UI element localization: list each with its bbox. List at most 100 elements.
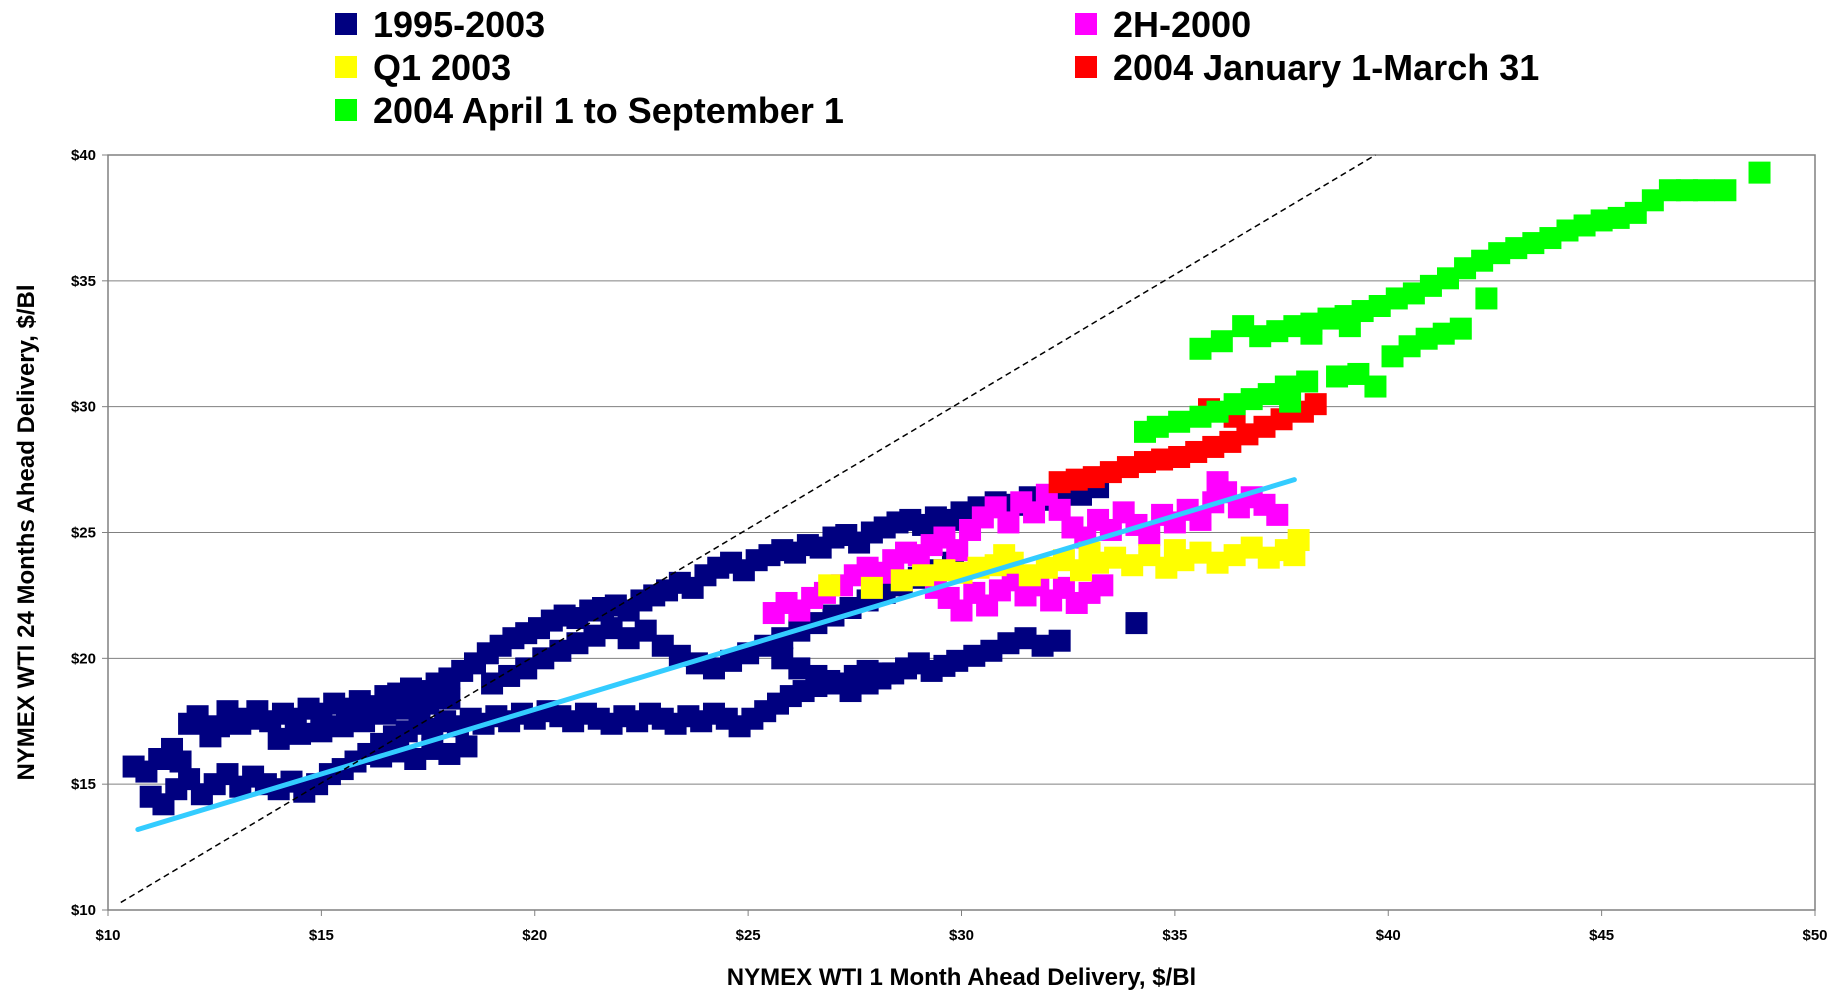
data-point: [395, 697, 418, 720]
data-point: [515, 657, 538, 680]
data-point: [549, 639, 572, 662]
data-point: [788, 657, 811, 680]
data-point: [1121, 554, 1144, 577]
data-point: [331, 715, 354, 738]
data-point: [1338, 315, 1361, 338]
data-point: [1471, 249, 1494, 272]
data-point: [950, 599, 973, 622]
data-point: [1675, 179, 1698, 202]
data-point: [617, 627, 640, 650]
data-point: [1240, 388, 1263, 411]
data-point: [1693, 179, 1716, 202]
data-point: [417, 692, 440, 715]
y-tick-label: $25: [71, 525, 96, 542]
data-point: [1082, 466, 1105, 489]
legend-swatch: [335, 99, 357, 121]
legend-item-2004-april-1-to-september-1: 2004 April 1 to September 1: [335, 90, 844, 131]
data-point: [1475, 287, 1498, 310]
data-point: [980, 639, 1003, 662]
data-point: [946, 539, 969, 562]
data-point: [1104, 546, 1127, 569]
data-point: [1658, 179, 1681, 202]
data-point: [822, 672, 845, 695]
data-point: [498, 664, 521, 687]
data-point: [963, 644, 986, 667]
data-point: [1300, 322, 1323, 345]
legend-label: 2H-2000: [1113, 4, 1251, 45]
data-point: [997, 511, 1020, 534]
data-point: [1296, 370, 1319, 393]
data-point: [933, 559, 956, 582]
data-point: [1116, 456, 1139, 479]
data-point: [374, 702, 397, 725]
x-tick-label: $20: [522, 927, 547, 944]
x-tick-label: $10: [95, 927, 120, 944]
data-point: [1454, 257, 1477, 280]
reference-lines: [120, 154, 1376, 904]
data-point: [1138, 524, 1161, 547]
data-point: [1091, 574, 1114, 597]
data-point: [856, 672, 879, 695]
data-point: [1381, 345, 1404, 368]
data-point: [702, 657, 725, 680]
x-tick-label: $30: [949, 927, 974, 944]
data-point: [873, 662, 896, 685]
data-point: [1257, 546, 1280, 569]
data-point: [267, 727, 290, 750]
data-point: [1266, 320, 1289, 343]
data-point: [353, 710, 376, 733]
data-point: [1266, 503, 1289, 526]
data-point: [1488, 242, 1511, 265]
legend-swatch: [335, 13, 357, 35]
data-point: [1556, 219, 1579, 242]
data-point: [1624, 201, 1647, 224]
legend-label: Q1 2003: [373, 47, 511, 88]
data-point: [1398, 335, 1421, 358]
data-point: [805, 664, 828, 687]
data-point: [1189, 405, 1212, 428]
data-point: [438, 742, 461, 765]
x-axis: $10 $15 $20 $25 $30 $35 $40 $45 $50: [95, 910, 1828, 944]
y-tick-label: $10: [71, 902, 96, 919]
data-point: [169, 750, 192, 773]
data-point: [1125, 612, 1148, 635]
data-point: [1202, 435, 1225, 458]
data-point: [1189, 508, 1212, 531]
data-point: [1206, 471, 1229, 494]
series-q1-2003: [818, 529, 1310, 599]
data-point: [532, 647, 555, 670]
data-point: [1146, 415, 1169, 438]
data-point: [1385, 287, 1408, 310]
legend-label: 1995-2003: [373, 4, 545, 45]
data-point: [583, 624, 606, 647]
data-point: [1607, 206, 1630, 229]
series-2004-january-1-march-31: [1048, 393, 1327, 494]
legend-label: 2004 April 1 to September 1: [373, 90, 844, 131]
data-point: [1714, 179, 1737, 202]
legend-item-2004-january-1-march-31: 2004 January 1-March 31: [1075, 47, 1539, 88]
data-point: [1326, 365, 1349, 388]
data-point: [1048, 498, 1071, 521]
data-point: [1078, 541, 1101, 564]
data-point: [1505, 237, 1528, 260]
data-point: [1023, 501, 1046, 524]
x-axis-title: NYMEX WTI 1 Month Ahead Delivery, $/Bl: [727, 964, 1196, 991]
data-point: [1065, 468, 1088, 491]
data-point: [1573, 214, 1596, 237]
data-point: [1449, 317, 1472, 340]
data-point: [1035, 556, 1058, 579]
data-point: [404, 748, 427, 770]
data-point: [1155, 556, 1178, 579]
data-point: [1236, 423, 1259, 446]
data-points: [122, 161, 1771, 816]
data-point: [651, 634, 674, 657]
fitted-line: [135, 477, 1297, 832]
data-point: [1018, 564, 1041, 587]
data-point: [186, 705, 209, 728]
data-point: [1189, 337, 1212, 360]
legend-swatch: [1075, 56, 1097, 78]
data-point: [1069, 559, 1092, 582]
data-point: [950, 501, 973, 524]
data-point: [1283, 544, 1306, 567]
